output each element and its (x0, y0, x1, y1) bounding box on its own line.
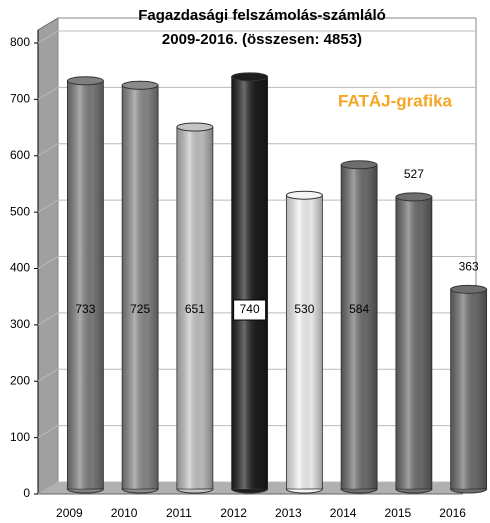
bar (285, 190, 323, 494)
bar (176, 122, 214, 494)
y-tick-label: 0 (23, 486, 30, 500)
grid-line (37, 86, 476, 100)
value-label: 530 (294, 302, 314, 316)
y-tick-label: 100 (10, 430, 30, 444)
bar-shade (231, 76, 268, 489)
grid-line (37, 256, 476, 269)
x-tick-label: 2010 (111, 506, 138, 520)
grid-line (37, 312, 476, 326)
value-label-box (233, 299, 267, 321)
bar-top (285, 190, 323, 200)
value-label: 651 (185, 302, 205, 316)
bar-shade (67, 80, 104, 490)
grid-line (37, 481, 476, 495)
bar-shade (395, 196, 432, 489)
x-tick-label: 2011 (166, 506, 192, 520)
bar (121, 80, 159, 494)
value-label: 584 (349, 302, 369, 316)
bar-top (231, 72, 269, 82)
bar-top (176, 122, 214, 132)
y-tick-label: 600 (10, 148, 30, 162)
grid-line (37, 143, 476, 157)
x-tick-label: 2014 (330, 506, 357, 520)
bar-shade (286, 195, 323, 489)
y-tick-label: 700 (10, 92, 30, 106)
grid-line (37, 199, 476, 213)
bar (395, 192, 433, 494)
x-tick-label: 2016 (439, 506, 466, 520)
bar-top (450, 284, 488, 294)
chart-subtitle: 2009-2016. (összesen: 4853) (162, 31, 362, 48)
value-label: 527 (404, 167, 424, 181)
bar (231, 72, 269, 494)
bar (66, 76, 104, 494)
bar-shade (450, 289, 487, 489)
y-tick-label: 400 (10, 261, 30, 275)
chart-title: Fagazdasági felszámolás-számláló (138, 7, 386, 24)
bar-top (340, 160, 378, 170)
y-tick-label: 300 (10, 317, 30, 331)
x-tick-label: 2009 (56, 506, 83, 520)
x-tick-label: 2013 (275, 506, 302, 520)
value-label: 363 (459, 260, 479, 274)
bar-shade (122, 85, 159, 489)
bar (450, 284, 488, 494)
x-tick-label: 2012 (220, 506, 247, 520)
watermark: FATÁJ-grafika (338, 91, 453, 110)
bar (340, 160, 378, 494)
bar-shade (176, 126, 213, 489)
grid-line (37, 368, 476, 382)
grid-line (37, 30, 476, 44)
bar-shade (341, 164, 378, 489)
y-tick-label: 800 (10, 35, 30, 49)
value-label: 725 (130, 302, 150, 316)
bar-top (121, 80, 159, 90)
y-tick-label: 500 (10, 204, 30, 218)
y-tick-label: 200 (10, 373, 30, 387)
grid-line (37, 425, 476, 439)
value-label: 740 (240, 302, 260, 316)
bar-top (66, 76, 104, 86)
bar-top (395, 192, 433, 202)
x-tick-label: 2015 (385, 506, 412, 520)
value-label: 733 (75, 302, 95, 316)
